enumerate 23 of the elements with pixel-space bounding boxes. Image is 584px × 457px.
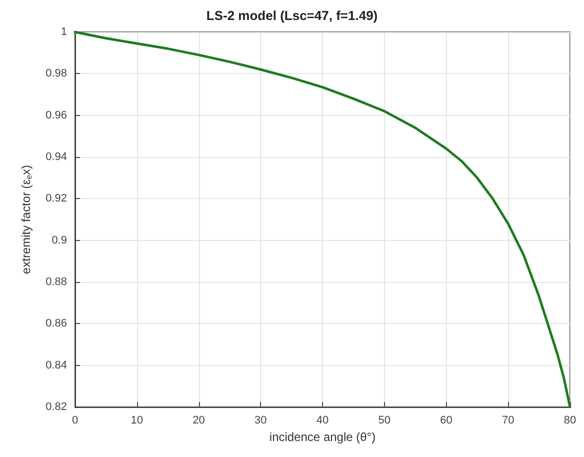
y-axis-title: extremity factor (εex) <box>19 164 34 274</box>
x-tick-label: 30 <box>254 414 267 426</box>
y-tick-label: 0.94 <box>46 151 67 163</box>
x-tick-label: 70 <box>502 414 514 426</box>
x-tick-label: 80 <box>564 414 576 426</box>
y-tick-label: 0.88 <box>46 276 67 288</box>
y-tick-label: 0.96 <box>46 109 67 122</box>
x-axis-title: incidence angle (θ°) <box>269 430 376 444</box>
y-tick-label: 1 <box>60 26 67 38</box>
y-tick-label: 0.82 <box>46 401 67 413</box>
line-series <box>74 30 572 408</box>
chart-title: LS-2 model (Lsc=47, f=1.49) <box>206 8 378 23</box>
y-tick-label: 0.84 <box>46 359 67 372</box>
y-tick-label: 0.98 <box>46 68 67 80</box>
x-tick-label: 10 <box>130 414 143 426</box>
y-tick-label: 0.92 <box>46 192 67 205</box>
x-tick-label: 20 <box>192 414 205 426</box>
y-tick-label: 0.9 <box>52 234 67 246</box>
x-tick-label: 60 <box>440 414 452 426</box>
x-tick-label: 0 <box>72 414 78 426</box>
x-tick-label: 50 <box>378 414 390 426</box>
y-tick-label: 0.86 <box>46 318 67 330</box>
x-tick-label: 40 <box>316 414 329 426</box>
